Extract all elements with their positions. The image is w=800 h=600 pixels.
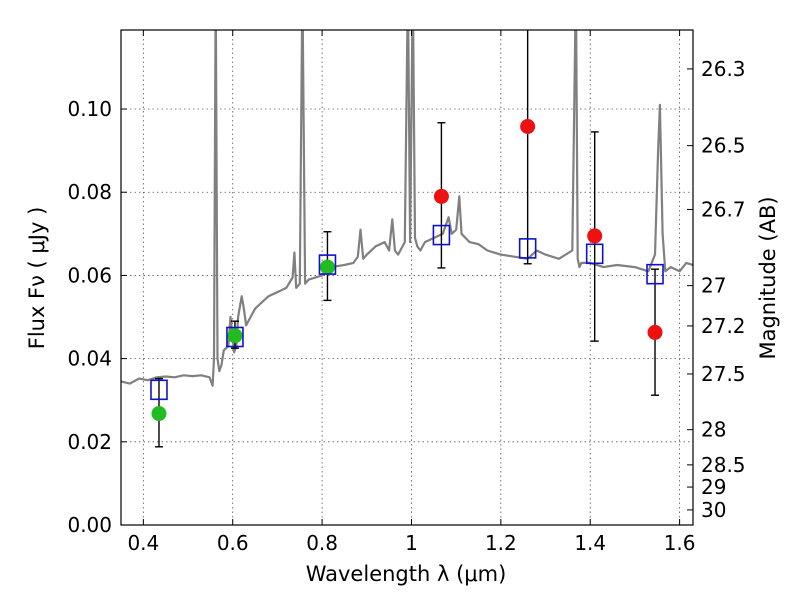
- green-data-point: [151, 406, 167, 422]
- x-tick-label: 1.4: [574, 531, 606, 555]
- data-markers: [150, 119, 664, 422]
- y2-tick-label: 28.5: [701, 453, 746, 477]
- y-axis-label: Flux Fν ( μJy ): [25, 207, 49, 350]
- y-tick-label: 0.04: [67, 347, 112, 371]
- blue-model-point: [432, 224, 451, 246]
- blue-model-point: [518, 238, 537, 259]
- green-data-point: [319, 259, 335, 275]
- y-tick-label: 0.00: [67, 513, 112, 537]
- x-tick-label: 1.2: [485, 531, 517, 555]
- red-data-point: [647, 324, 663, 340]
- y2-tick-label: 26.3: [701, 57, 746, 81]
- blue-model-point: [585, 243, 604, 265]
- y-tick-label: 0.06: [67, 263, 112, 287]
- blue-model-point: [150, 379, 168, 401]
- axis-ticks: 0.4 0.6 0.8 1 1.2 1.4 1.6 0.00 0.02 0.04 0.06 0.08 0…: [67, 30, 746, 555]
- y2-axis-label: Magnitude (AB): [756, 196, 780, 359]
- y-tick-label: 0.02: [67, 430, 112, 454]
- y2-tick-label: 29: [701, 475, 726, 499]
- y2-tick-label: 28: [701, 418, 726, 442]
- y-tick-label: 0.10: [67, 97, 112, 121]
- spectrum-line: [121, 30, 693, 387]
- spectrum-series: [121, 30, 693, 387]
- green-data-point: [227, 328, 243, 344]
- y2-tick-label: 26.7: [701, 197, 746, 221]
- y2-tick-label: 27: [701, 274, 726, 298]
- x-tick-label: 1: [405, 531, 418, 555]
- x-axis-label: Wavelength λ (μm): [306, 562, 507, 586]
- blue-model-point: [226, 326, 244, 348]
- blue-model-point: [646, 263, 664, 285]
- y2-tick-label: 30: [701, 498, 726, 522]
- red-data-point: [587, 228, 603, 244]
- blue-model-point: [318, 254, 337, 275]
- y2-tick-label: 27.5: [701, 362, 746, 386]
- red-data-point: [433, 188, 449, 204]
- red-data-point: [520, 119, 536, 135]
- plot-frame: [120, 29, 694, 526]
- y-tick-label: 0.08: [67, 180, 112, 204]
- x-tick-label: 0.6: [217, 531, 249, 555]
- y2-tick-label: 26.5: [701, 134, 746, 158]
- x-tick-label: 1.6: [664, 531, 696, 555]
- x-tick-label: 0.4: [127, 531, 159, 555]
- x-tick-label: 0.8: [306, 531, 338, 555]
- y2-tick-label: 27.2: [701, 314, 746, 338]
